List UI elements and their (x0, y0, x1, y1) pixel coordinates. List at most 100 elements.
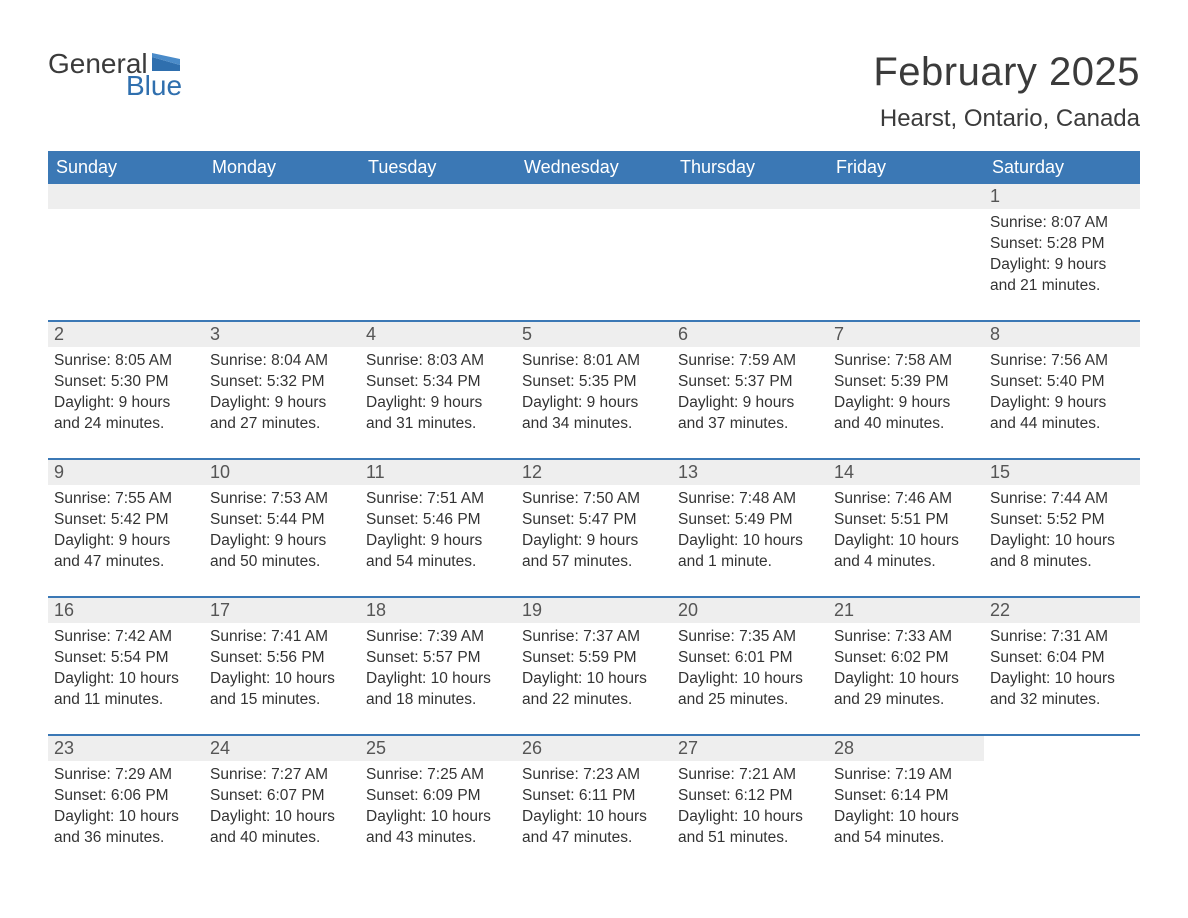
day-daylight1: Daylight: 9 hours (54, 531, 198, 552)
day-daylight2: and 29 minutes. (834, 690, 978, 711)
day-cell: 7Sunrise: 7:58 AMSunset: 5:39 PMDaylight… (828, 322, 984, 450)
day-sunrise: Sunrise: 7:39 AM (366, 627, 510, 648)
day-number: 13 (672, 460, 828, 485)
day-daylight1: Daylight: 10 hours (366, 807, 510, 828)
day-daylight2: and 11 minutes. (54, 690, 198, 711)
day-daylight1: Daylight: 10 hours (210, 669, 354, 690)
day-number: 18 (360, 598, 516, 623)
day-sunset: Sunset: 6:02 PM (834, 648, 978, 669)
month-title: February 2025 (873, 50, 1140, 95)
day-sunset: Sunset: 6:01 PM (678, 648, 822, 669)
day-cell: 21Sunrise: 7:33 AMSunset: 6:02 PMDayligh… (828, 598, 984, 726)
day-sunset: Sunset: 5:47 PM (522, 510, 666, 531)
day-daylight1: Daylight: 9 hours (366, 393, 510, 414)
day-number: 1 (984, 184, 1140, 209)
day-sunrise: Sunrise: 8:01 AM (522, 351, 666, 372)
day-sunset: Sunset: 5:54 PM (54, 648, 198, 669)
day-daylight2: and 50 minutes. (210, 552, 354, 573)
flag-icon (152, 53, 180, 73)
day-sunrise: Sunrise: 7:31 AM (990, 627, 1134, 648)
week-row: 1Sunrise: 8:07 AMSunset: 5:28 PMDaylight… (48, 184, 1140, 312)
day-daylight1: Daylight: 10 hours (990, 531, 1134, 552)
day-daylight1: Daylight: 10 hours (990, 669, 1134, 690)
day-number: 27 (672, 736, 828, 761)
day-sunrise: Sunrise: 7:41 AM (210, 627, 354, 648)
day-sunset: Sunset: 5:30 PM (54, 372, 198, 393)
dow-cell: Friday (828, 151, 984, 184)
day-cell: 18 Sunrise: 7:39 AMSunset: 5:57 PMDayligh… (360, 598, 516, 726)
day-daylight2: and 40 minutes. (210, 828, 354, 849)
day-number: 6 (672, 322, 828, 347)
day-number: 8 (984, 322, 1140, 347)
day-daylight2: and 21 minutes. (990, 276, 1134, 297)
day-number: 17 (204, 598, 360, 623)
week-row: 2Sunrise: 8:05 AMSunset: 5:30 PMDaylight… (48, 320, 1140, 450)
day-daylight2: and 47 minutes. (54, 552, 198, 573)
day-daylight2: and 43 minutes. (366, 828, 510, 849)
day-sunset: Sunset: 6:06 PM (54, 786, 198, 807)
day-sunset: Sunset: 6:14 PM (834, 786, 978, 807)
day-sunrise: Sunrise: 7:55 AM (54, 489, 198, 510)
day-daylight1: Daylight: 9 hours (210, 393, 354, 414)
week-row: 23Sunrise: 7:29 AMSunset: 6:06 PMDayligh… (48, 734, 1140, 864)
day-daylight2: and 36 minutes. (54, 828, 198, 849)
day-daylight2: and 37 minutes. (678, 414, 822, 435)
day-cell (828, 184, 984, 312)
day-sunset: Sunset: 5:49 PM (678, 510, 822, 531)
day-daylight1: Daylight: 10 hours (678, 531, 822, 552)
day-daylight1: Daylight: 10 hours (834, 669, 978, 690)
day-sunset: Sunset: 5:57 PM (366, 648, 510, 669)
dow-cell: Wednesday (516, 151, 672, 184)
day-daylight2: and 27 minutes. (210, 414, 354, 435)
day-sunrise: Sunrise: 7:48 AM (678, 489, 822, 510)
day-sunrise: Sunrise: 7:46 AM (834, 489, 978, 510)
day-daylight2: and 8 minutes. (990, 552, 1134, 573)
week-row: 16Sunrise: 7:42 AMSunset: 5:54 PMDayligh… (48, 596, 1140, 726)
day-number: 20 (672, 598, 828, 623)
day-daylight2: and 24 minutes. (54, 414, 198, 435)
day-daylight2: and 1 minute. (678, 552, 822, 573)
weeks-container: 1Sunrise: 8:07 AMSunset: 5:28 PMDaylight… (48, 184, 1140, 864)
dow-cell: Sunday (48, 151, 204, 184)
day-sunset: Sunset: 5:34 PM (366, 372, 510, 393)
day-daylight1: Daylight: 10 hours (54, 807, 198, 828)
day-daylight2: and 32 minutes. (990, 690, 1134, 711)
day-cell (516, 184, 672, 312)
day-daylight1: Daylight: 10 hours (366, 669, 510, 690)
day-cell: 9Sunrise: 7:55 AMSunset: 5:42 PMDaylight… (48, 460, 204, 588)
day-number-empty (672, 184, 828, 209)
day-cell: 26Sunrise: 7:23 AMSunset: 6:11 PMDayligh… (516, 736, 672, 864)
day-daylight1: Daylight: 10 hours (678, 669, 822, 690)
day-cell: 5Sunrise: 8:01 AMSunset: 5:35 PMDaylight… (516, 322, 672, 450)
day-daylight2: and 4 minutes. (834, 552, 978, 573)
day-cell: 23Sunrise: 7:29 AMSunset: 6:06 PMDayligh… (48, 736, 204, 864)
day-number-empty (360, 184, 516, 209)
day-cell (672, 184, 828, 312)
day-number: 10 (204, 460, 360, 485)
day-daylight1: Daylight: 9 hours (522, 531, 666, 552)
day-number-empty (48, 184, 204, 209)
day-cell: 15Sunrise: 7:44 AMSunset: 5:52 PMDayligh… (984, 460, 1140, 588)
day-sunrise: Sunrise: 8:05 AM (54, 351, 198, 372)
day-daylight1: Daylight: 10 hours (522, 807, 666, 828)
day-cell (360, 184, 516, 312)
day-number: 19 (516, 598, 672, 623)
day-sunset: Sunset: 5:42 PM (54, 510, 198, 531)
dow-cell: Monday (204, 151, 360, 184)
day-daylight2: and 40 minutes. (834, 414, 978, 435)
day-cell: 8Sunrise: 7:56 AMSunset: 5:40 PMDaylight… (984, 322, 1140, 450)
day-sunset: Sunset: 6:04 PM (990, 648, 1134, 669)
day-cell: 25Sunrise: 7:25 AMSunset: 6:09 PMDayligh… (360, 736, 516, 864)
day-sunrise: Sunrise: 7:27 AM (210, 765, 354, 786)
day-sunrise: Sunrise: 7:44 AM (990, 489, 1134, 510)
day-sunrise: Sunrise: 7:50 AM (522, 489, 666, 510)
day-number-empty (204, 184, 360, 209)
day-number: 14 (828, 460, 984, 485)
day-sunrise: Sunrise: 7:37 AM (522, 627, 666, 648)
day-number: 23 (48, 736, 204, 761)
day-daylight1: Daylight: 10 hours (210, 807, 354, 828)
day-cell: 12Sunrise: 7:50 AMSunset: 5:47 PMDayligh… (516, 460, 672, 588)
day-sunset: Sunset: 5:40 PM (990, 372, 1134, 393)
day-number-empty (828, 184, 984, 209)
day-daylight1: Daylight: 10 hours (522, 669, 666, 690)
